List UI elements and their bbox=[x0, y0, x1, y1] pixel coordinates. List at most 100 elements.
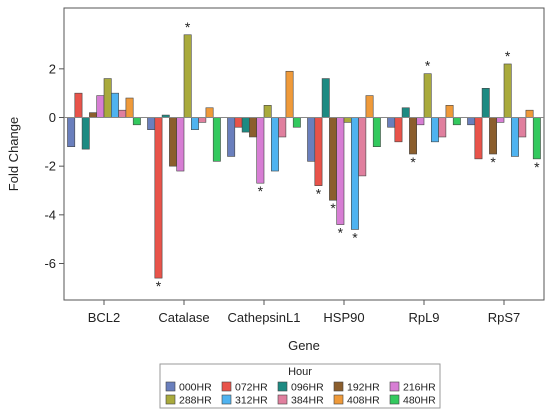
bar bbox=[387, 117, 396, 128]
legend-entry-label: 000HR bbox=[179, 382, 212, 394]
bar bbox=[270, 117, 279, 172]
bar bbox=[321, 78, 330, 118]
bar bbox=[176, 117, 185, 172]
bar bbox=[96, 95, 105, 118]
bar bbox=[358, 117, 367, 177]
bar bbox=[278, 117, 287, 138]
bar bbox=[329, 117, 337, 201]
significance-star: * bbox=[410, 154, 416, 170]
bar bbox=[292, 117, 301, 128]
bar bbox=[241, 117, 250, 133]
bar bbox=[430, 117, 439, 143]
bar bbox=[169, 117, 177, 167]
bar bbox=[125, 97, 134, 118]
bar bbox=[111, 92, 119, 118]
significance-star: * bbox=[352, 229, 358, 245]
bar bbox=[336, 117, 345, 225]
bar bbox=[489, 117, 497, 155]
bar bbox=[394, 117, 403, 143]
legend-swatch bbox=[389, 381, 400, 392]
bar bbox=[438, 117, 447, 138]
y-tick-label: 2 bbox=[49, 61, 56, 76]
significance-star: * bbox=[505, 48, 511, 64]
bar bbox=[365, 95, 374, 118]
bar bbox=[263, 105, 272, 118]
bar bbox=[525, 109, 534, 118]
legend-entry-label: 216HR bbox=[403, 382, 436, 394]
y-tick-label: -4 bbox=[44, 207, 56, 222]
bar bbox=[401, 107, 410, 118]
bar bbox=[234, 117, 243, 128]
legend-swatch bbox=[333, 394, 344, 405]
y-axis-title: Fold Change bbox=[6, 117, 21, 191]
significance-star: * bbox=[156, 278, 162, 294]
bar bbox=[474, 117, 483, 160]
y-tick-label: -2 bbox=[44, 159, 56, 174]
legend-swatch bbox=[277, 394, 288, 405]
significance-star: * bbox=[258, 183, 264, 199]
bar bbox=[409, 117, 417, 155]
plot-frame bbox=[63, 7, 545, 301]
legend-swatch bbox=[165, 394, 176, 405]
bar bbox=[510, 117, 519, 157]
x-tick-label: Catalase bbox=[158, 310, 209, 325]
significance-star: * bbox=[490, 154, 496, 170]
bar bbox=[249, 117, 257, 138]
legend-entry-label: 096HR bbox=[291, 382, 324, 394]
bar bbox=[445, 105, 454, 118]
significance-star: * bbox=[185, 19, 191, 35]
bar bbox=[314, 117, 323, 186]
x-tick-label: RpS7 bbox=[488, 310, 521, 325]
bar bbox=[191, 117, 199, 130]
bar bbox=[532, 117, 541, 160]
legend-entry-label: 312HR bbox=[235, 395, 268, 407]
bar bbox=[183, 34, 192, 118]
bar bbox=[74, 92, 83, 118]
bar bbox=[89, 112, 98, 118]
x-axis-title: Gene bbox=[288, 338, 320, 353]
significance-star: * bbox=[338, 225, 344, 241]
bar bbox=[481, 88, 490, 118]
significance-star: * bbox=[316, 186, 322, 202]
bar bbox=[147, 117, 156, 130]
legend-entry-label: 288HR bbox=[179, 395, 212, 407]
bar bbox=[452, 117, 461, 126]
bar bbox=[154, 117, 163, 279]
bar bbox=[198, 117, 207, 123]
x-tick-label: CathepsinL1 bbox=[228, 310, 301, 325]
bar bbox=[81, 117, 90, 150]
bar bbox=[307, 117, 316, 162]
bar bbox=[67, 117, 76, 148]
legend-title: Hour bbox=[288, 366, 312, 378]
legend-entry-label: 480HR bbox=[403, 395, 436, 407]
legend-swatch bbox=[221, 394, 232, 405]
bar bbox=[350, 117, 359, 230]
x-tick-label: BCL2 bbox=[88, 310, 121, 325]
legend-entry-label: 072HR bbox=[235, 382, 268, 394]
legend-entry-label: 384HR bbox=[291, 395, 324, 407]
bar bbox=[518, 117, 527, 138]
bar bbox=[416, 117, 425, 126]
bar bbox=[423, 73, 432, 118]
axes: -6 -4 -2 0 2 BCL2 Catalase CathepsinL1 HSP90 RpL9… bbox=[44, 7, 545, 325]
significance-star: * bbox=[330, 200, 336, 216]
y-tick-label: -6 bbox=[44, 256, 56, 271]
x-tick-label: RpL9 bbox=[408, 310, 439, 325]
legend-swatch bbox=[277, 381, 288, 392]
bar bbox=[256, 117, 265, 184]
bar bbox=[372, 117, 381, 148]
bar bbox=[132, 117, 141, 126]
bar bbox=[227, 117, 236, 157]
bar bbox=[205, 107, 214, 118]
bar bbox=[212, 117, 221, 162]
x-tick-label: HSP90 bbox=[323, 310, 364, 325]
bar bbox=[343, 117, 352, 123]
bar bbox=[285, 70, 294, 118]
bar bbox=[467, 117, 476, 126]
legend-entry-label: 408HR bbox=[347, 395, 380, 407]
legend-swatch bbox=[221, 381, 232, 392]
bar bbox=[503, 63, 512, 118]
bar bbox=[496, 117, 505, 123]
